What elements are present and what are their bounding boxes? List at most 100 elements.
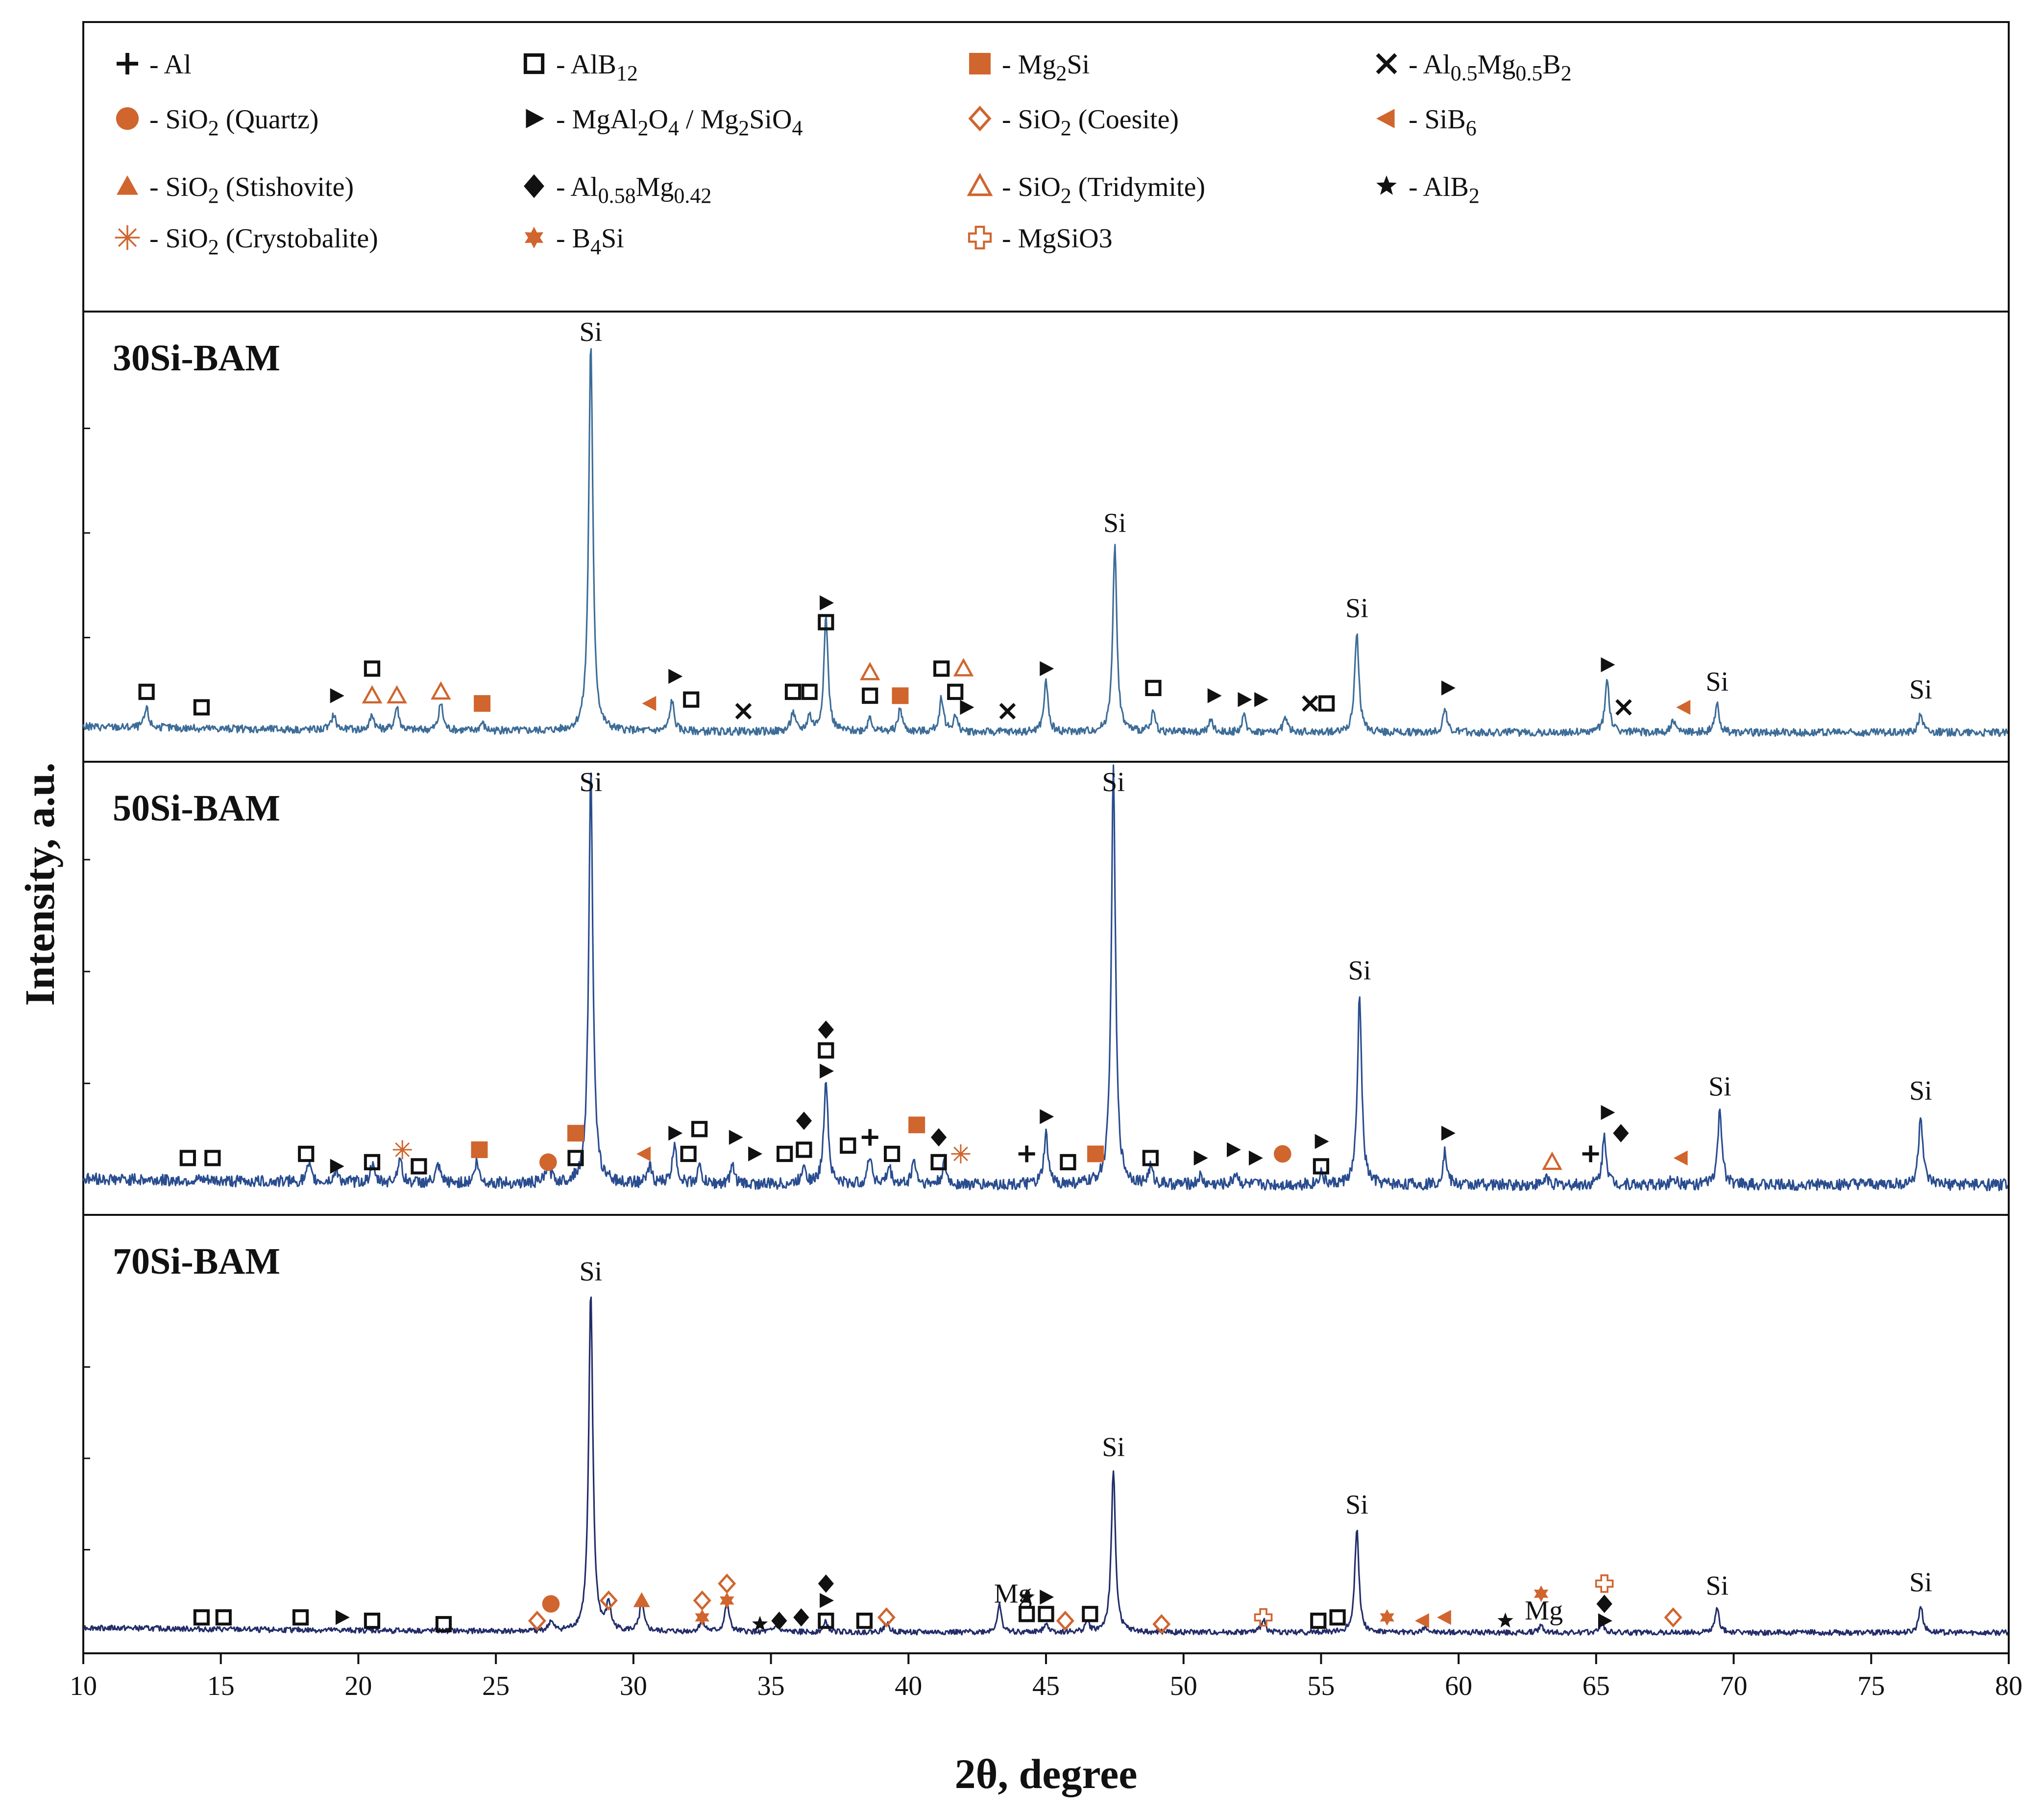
panel-title: 70Si-BAM — [113, 1241, 280, 1282]
peak-marker-diamond — [796, 1112, 812, 1130]
peak-marker-square-open — [1082, 1606, 1098, 1622]
legend-symbol-diamond-icon — [524, 174, 544, 198]
x-tick-label: 75 — [1857, 1671, 1885, 1701]
legend-entry: - SiO2 (Crystobalite) — [149, 223, 378, 259]
legend-entry: - Mg2Si — [1002, 49, 1090, 85]
peak-marker-tri-right — [1193, 1150, 1208, 1166]
x-tick-label: 50 — [1170, 1671, 1197, 1701]
x-tick-label: 70 — [1720, 1671, 1748, 1701]
peak-marker-square-open — [818, 1042, 834, 1059]
peak-marker-tri-left — [636, 1146, 651, 1161]
peak-marker-square-open — [1019, 1606, 1035, 1622]
peak-marker-diamond-open — [1664, 1607, 1682, 1628]
peak-marker-plus-open — [1595, 1574, 1614, 1593]
peak-marker-tri-right — [1601, 657, 1615, 673]
peak-marker-tri-right — [335, 1610, 350, 1625]
peak-marker-tri-right — [1207, 688, 1222, 703]
legend-text-part: - SiO — [149, 104, 208, 135]
xrd-trace — [83, 1296, 2010, 1636]
legend-text-part: - MgSiO3 — [1002, 223, 1113, 254]
peak-label: Si — [579, 1257, 602, 1287]
peak-marker-tri-right — [960, 700, 974, 715]
legend-symbol-cross-icon — [1376, 53, 1397, 74]
peak-marker-square-open — [691, 1121, 708, 1137]
peak-marker-tri-right — [1040, 661, 1054, 677]
legend-frame — [82, 21, 2010, 313]
legend-text-part: 2 — [1469, 184, 1480, 208]
legend-text-part: - Al — [556, 172, 598, 202]
peak-marker-tri-up-open — [431, 681, 451, 700]
peak-marker-tri-up-open — [362, 685, 383, 704]
peak-marker-tri-right — [1040, 1590, 1054, 1605]
peak-marker-star6 — [1533, 1585, 1549, 1602]
peak-marker-square-open — [1038, 1606, 1054, 1622]
peak-marker-plus — [1582, 1145, 1599, 1162]
legend-text-part: 2 — [1056, 61, 1067, 85]
peak-marker-tri-right — [1238, 692, 1252, 707]
peak-marker-star6 — [1380, 1609, 1394, 1626]
peak-marker-circle — [542, 1595, 560, 1613]
peak-label: Si — [1909, 1076, 1932, 1106]
peak-marker-tri-right — [1040, 1109, 1054, 1124]
y-axis-title: Intensity, a.u. — [16, 762, 63, 1006]
legend-text-part: 2 — [208, 184, 219, 208]
peak-marker-star — [1019, 1589, 1035, 1604]
peak-marker-square-open — [292, 1609, 309, 1626]
legend-text-part: Si — [1067, 49, 1090, 80]
legend-text-part: 2 — [637, 116, 648, 140]
legend-entry: - B4Si — [556, 223, 624, 259]
legend-symbol-plus-icon — [117, 53, 138, 74]
peak-marker-square-open — [193, 699, 210, 716]
legend-symbol-star-icon — [1376, 175, 1397, 195]
peak-marker-tri-right — [748, 1146, 763, 1161]
legend: - Al - AlB12- Mg2Si - Al0.5Mg0.5B2- SiO2 (… — [82, 21, 2010, 313]
peak-marker-square-open — [947, 683, 964, 700]
legend-text-part: - SiO — [149, 172, 208, 202]
x-tick-label: 80 — [1995, 1671, 2022, 1701]
peak-marker-star6 — [695, 1609, 709, 1626]
peak-label: Si — [1345, 593, 1368, 624]
legend-text-part: 2 — [1061, 116, 1071, 140]
peak-marker-square-open — [818, 614, 834, 630]
peak-marker-star — [1497, 1612, 1513, 1628]
peak-label: Si — [1103, 508, 1126, 538]
peak-marker-square-filled — [471, 1141, 488, 1159]
x-tick-label: 35 — [757, 1671, 785, 1701]
legend-text-part: - B — [556, 223, 590, 254]
peak-marker-star — [752, 1616, 768, 1631]
legend-text-part: 4 — [590, 235, 601, 259]
peak-label: Si — [579, 317, 602, 347]
legend-text-part: 0.42 — [674, 184, 711, 208]
peak-marker-plus — [1018, 1145, 1035, 1162]
peak-marker-square-open — [567, 1150, 584, 1166]
peak-marker-diamond — [818, 1020, 834, 1039]
peak-marker-diamond — [818, 1574, 834, 1593]
legend-text-part: Mg — [1478, 49, 1516, 80]
x-tick-label: 20 — [344, 1671, 372, 1701]
peak-marker-diamond — [1596, 1595, 1612, 1613]
peak-marker-square-open — [193, 1609, 210, 1626]
peak-marker-tri-left — [1676, 700, 1691, 715]
peak-marker-diamond — [1613, 1124, 1629, 1142]
peak-marker-square-open — [930, 1154, 947, 1171]
xrd-trace — [82, 348, 2010, 737]
peak-marker-tri-up-open — [1542, 1151, 1562, 1170]
peak-marker-tri-up-open — [953, 658, 974, 677]
peak-marker-asterisk — [951, 1144, 971, 1164]
peak-marker-square-open — [862, 687, 878, 704]
peak-marker-diamond-open — [1152, 1614, 1171, 1635]
peak-marker-diamond — [793, 1608, 809, 1627]
x-tick-label: 60 — [1445, 1671, 1472, 1701]
peak-marker-square-open — [138, 683, 155, 700]
peak-marker-diamond-open — [599, 1590, 618, 1611]
legend-text-part: 4 — [792, 116, 803, 140]
peak-label: Si — [1348, 956, 1371, 986]
peak-marker-square-open — [364, 660, 381, 677]
x-tick-label: 65 — [1582, 1671, 1610, 1701]
peak-marker-cross — [735, 703, 752, 720]
legend-text-part: / Mg — [679, 104, 738, 135]
panel-30Si-BAM: 30Si-BAM Si Si Si Si Si — [82, 312, 2010, 762]
peak-marker-plus — [861, 1129, 878, 1146]
peak-marker-tri-right — [330, 1159, 344, 1174]
